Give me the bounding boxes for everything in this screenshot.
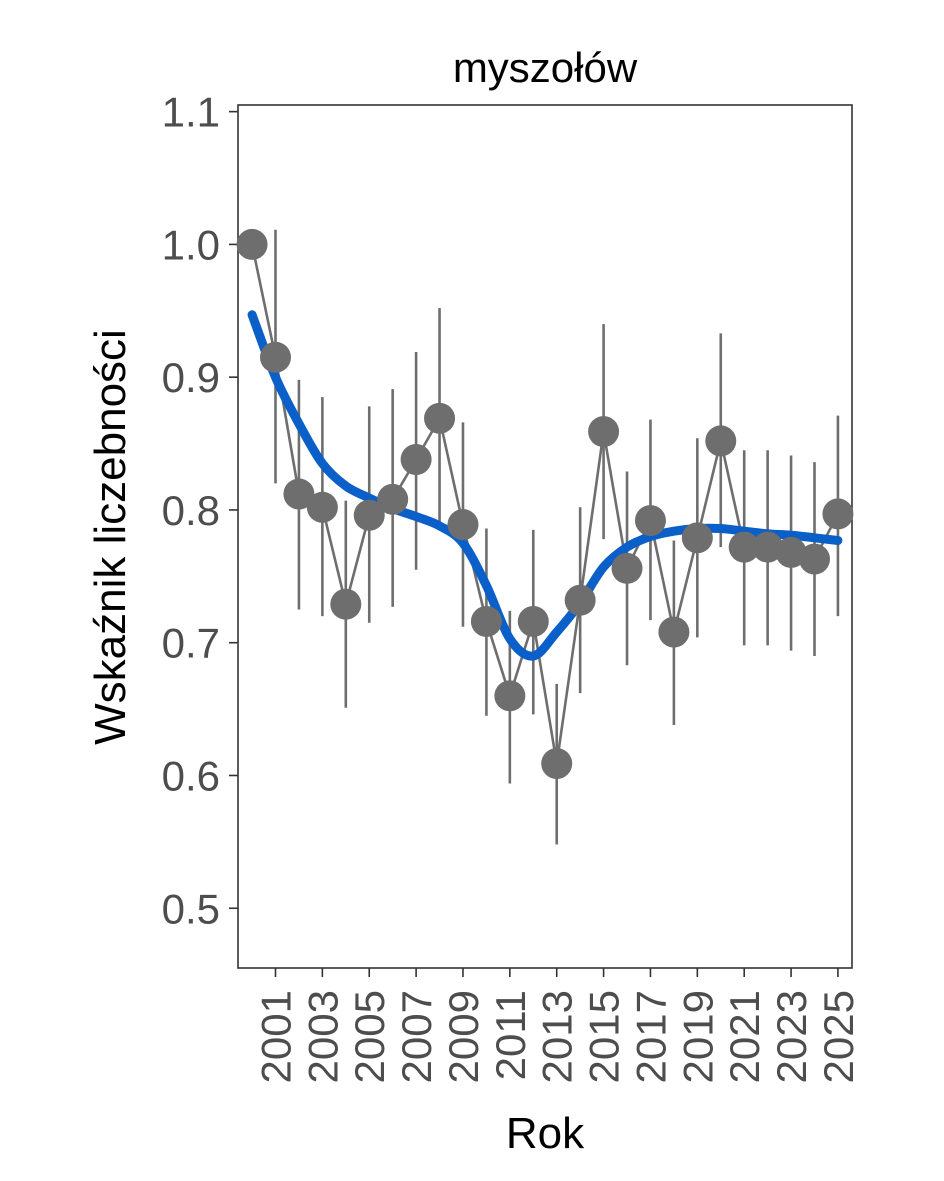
x-tick-label: 2025: [815, 990, 862, 1083]
data-point: [705, 425, 737, 457]
data-point: [259, 341, 291, 373]
x-tick-label: 2023: [768, 990, 815, 1083]
data-point: [400, 443, 432, 475]
data-point: [728, 531, 760, 563]
x-tick-label: 2013: [534, 990, 581, 1083]
connecting-segment: [531, 621, 559, 764]
x-tick-label: 2005: [346, 990, 393, 1083]
data-point: [306, 491, 338, 523]
x-tick-label: 2001: [252, 990, 299, 1083]
x-tick-label: 2009: [440, 990, 487, 1083]
x-tick-label: 2003: [299, 990, 346, 1083]
data-point: [611, 552, 643, 584]
data-point: [424, 402, 456, 434]
x-tick-label: 2017: [627, 990, 674, 1083]
connecting-segment: [696, 440, 723, 539]
data-point: [330, 588, 362, 620]
plot-panel-border: [237, 104, 853, 969]
data-point: [799, 543, 831, 575]
y-tick-label: 1.1: [162, 89, 220, 136]
data-point: [377, 483, 409, 515]
data-point: [822, 498, 854, 530]
y-tick-label: 1.0: [162, 221, 220, 268]
trend-line: [247, 310, 843, 661]
data-point: [658, 616, 690, 648]
y-axis: 0.5 0.6 0.7 0.8 0.9 1.0 1.1: [162, 89, 238, 932]
data-point: [447, 509, 479, 541]
y-tick-label: 0.5: [162, 885, 220, 932]
data-point: [236, 228, 268, 260]
connecting-segment: [438, 418, 465, 525]
x-tick-label: 2021: [721, 990, 768, 1083]
data-point: [470, 605, 502, 637]
connecting-segment: [672, 537, 699, 633]
connecting-segment: [250, 244, 277, 358]
connecting-segment: [461, 524, 488, 622]
data-point: [752, 531, 784, 563]
connecting-segment: [555, 600, 582, 764]
y-tick-label: 0.6: [162, 752, 220, 799]
data-point: [564, 584, 596, 616]
data-point: [681, 522, 713, 554]
x-axis: 2001 2003 2005 2007 2009 2011 2013 2015 2017 2019…: [252, 968, 862, 1083]
data-point: [634, 505, 666, 537]
connecting-segment: [321, 506, 348, 605]
y-axis-title: Wskaźnik liczebności: [86, 329, 135, 745]
data-point: [283, 478, 315, 510]
x-tick-label: 2019: [674, 990, 721, 1083]
data-point: [775, 536, 807, 568]
plot-title: myszołów: [453, 44, 638, 91]
y-tick-label: 0.7: [162, 620, 220, 667]
y-tick-label: 0.8: [162, 487, 220, 534]
data-point: [494, 680, 526, 712]
connecting-segment: [578, 431, 605, 601]
x-tick-label: 2007: [393, 990, 440, 1083]
x-axis-title: Rok: [506, 1109, 585, 1158]
data-points: [236, 228, 854, 780]
data-point: [541, 748, 573, 780]
x-tick-label: 2015: [581, 990, 628, 1083]
data-point: [517, 605, 549, 637]
data-point: [353, 499, 385, 531]
data-point: [588, 416, 620, 448]
y-tick-label: 0.9: [162, 354, 220, 401]
x-tick-label: 2011: [487, 990, 534, 1080]
